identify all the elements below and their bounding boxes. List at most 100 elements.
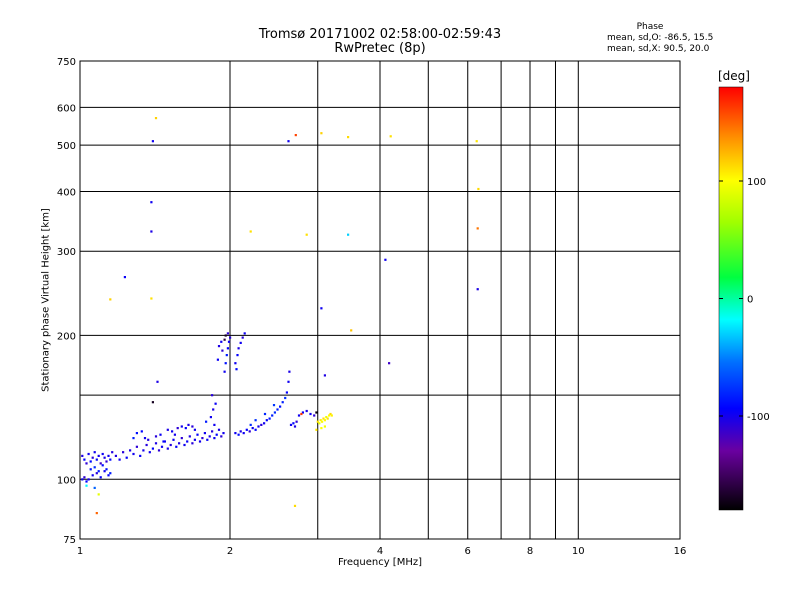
data-point	[214, 402, 217, 405]
data-point	[320, 427, 323, 430]
x-axis-label: Frequency [MHz]	[337, 557, 423, 568]
data-point	[313, 414, 316, 417]
plot-grid	[80, 61, 680, 539]
data-point	[83, 476, 86, 479]
data-point	[81, 454, 84, 457]
data-point	[154, 117, 158, 120]
data-point	[85, 480, 88, 483]
data-point	[326, 417, 329, 420]
data-point	[109, 298, 112, 301]
data-point	[248, 430, 251, 433]
data-point	[301, 411, 304, 414]
data-point	[140, 430, 143, 433]
data-point	[273, 411, 276, 414]
data-point	[330, 414, 333, 417]
y-tick-label: 500	[57, 141, 76, 152]
data-point	[171, 430, 174, 433]
data-point	[477, 187, 480, 191]
data-point	[114, 454, 117, 457]
data-point	[83, 458, 86, 461]
data-point	[122, 451, 125, 454]
data-point	[81, 478, 84, 481]
data-point	[99, 462, 102, 465]
data-points	[81, 117, 480, 515]
data-point	[279, 405, 282, 408]
data-point	[203, 432, 206, 435]
data-point	[85, 462, 88, 465]
data-point	[237, 433, 240, 436]
data-point	[150, 297, 153, 300]
x-axis-ticks: 1 2 4 6 8 10 16	[77, 546, 687, 557]
data-point	[212, 408, 215, 411]
data-point	[206, 438, 209, 441]
data-point	[215, 433, 218, 436]
data-point	[157, 449, 161, 452]
data-point	[243, 332, 246, 335]
data-point	[89, 460, 92, 463]
data-point	[287, 380, 290, 383]
data-point	[97, 470, 100, 473]
data-point	[260, 423, 263, 426]
data-point	[229, 336, 232, 339]
data-point	[160, 445, 164, 448]
data-point	[323, 425, 326, 428]
y-tick-label: 200	[57, 331, 76, 342]
data-point	[268, 417, 271, 420]
data-point	[188, 435, 191, 438]
data-point	[129, 449, 132, 452]
data-point	[309, 412, 312, 416]
data-point	[350, 329, 353, 332]
data-point	[316, 420, 319, 423]
data-point	[325, 416, 328, 419]
data-point	[162, 440, 165, 443]
data-point	[384, 258, 387, 261]
data-point	[186, 440, 189, 443]
chart-subtitle: RwPretec (8p)	[334, 41, 426, 56]
data-point	[193, 428, 196, 431]
data-point	[118, 458, 121, 461]
data-point	[236, 354, 239, 357]
data-point	[209, 416, 212, 419]
x-tick-label: 16	[674, 546, 687, 557]
data-point	[285, 391, 288, 394]
data-point	[95, 512, 98, 515]
data-point	[476, 227, 479, 230]
data-point	[135, 445, 138, 448]
data-point	[239, 430, 242, 433]
data-point	[176, 427, 179, 430]
data-point	[224, 362, 227, 365]
data-point	[87, 452, 90, 456]
data-point	[321, 420, 324, 423]
data-point	[323, 419, 326, 422]
data-point	[319, 419, 322, 422]
data-point	[111, 451, 114, 454]
data-point	[263, 422, 266, 425]
data-point	[147, 438, 150, 441]
data-point	[300, 412, 303, 416]
data-point	[329, 412, 332, 416]
data-point	[191, 442, 194, 445]
data-point	[163, 440, 166, 443]
data-point	[175, 445, 178, 448]
data-point	[142, 449, 145, 452]
data-point	[87, 478, 90, 481]
x-tick-label: 4	[377, 546, 383, 557]
plot-frame	[79, 60, 681, 540]
data-point	[97, 454, 100, 457]
data-point	[225, 354, 228, 357]
data-point	[166, 447, 169, 450]
data-point	[315, 411, 318, 414]
data-point	[97, 493, 100, 496]
data-point	[322, 417, 325, 420]
data-point	[105, 468, 108, 471]
phase-info-x-mode: mean, sd,X: 90.5, 20.0	[607, 44, 710, 54]
data-point	[234, 362, 237, 365]
data-point	[180, 425, 183, 428]
data-point	[198, 440, 202, 443]
data-point	[151, 447, 154, 450]
data-point	[125, 456, 128, 459]
data-point	[305, 409, 308, 413]
y-tick-label: 600	[57, 103, 76, 114]
data-point	[208, 435, 211, 438]
